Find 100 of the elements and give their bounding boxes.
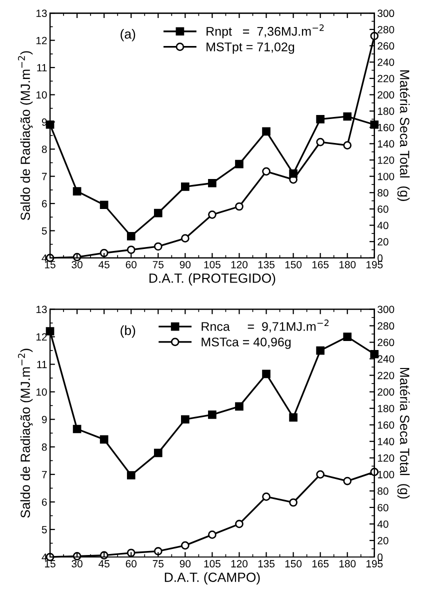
x-axis-title: D.A.T. (CAMPO) — [164, 572, 260, 585]
y2-tick-label: 300 — [378, 10, 394, 18]
y2-axis-title: Matéria Seca Total (g) — [397, 368, 410, 499]
annotation: (a) — [120, 29, 136, 42]
point — [208, 178, 216, 188]
y-axis-title: Saldo de Radiação (MJ.m$^{−2}$) — [18, 348, 33, 518]
y2-tick-label: 100 — [378, 172, 394, 180]
point — [154, 208, 162, 218]
y-tick-label: 12 — [36, 333, 47, 341]
y2-tick-label: 200 — [378, 91, 394, 99]
y2-tick-label: 280 — [378, 322, 394, 330]
point — [46, 327, 54, 336]
y-tick-label: 8 — [42, 146, 47, 153]
y2-tick-label: 40 — [377, 222, 388, 230]
x-tick-label: 75 — [152, 560, 164, 568]
x-tick-label: 105 — [204, 260, 220, 268]
y-tick-label: 5 — [42, 227, 47, 235]
x-tick-label: 90 — [180, 560, 191, 568]
point — [343, 476, 352, 486]
point — [181, 234, 190, 242]
point — [208, 210, 216, 219]
point — [316, 115, 324, 124]
point — [126, 471, 136, 480]
y-tick-label: 5 — [42, 526, 47, 534]
point — [181, 182, 190, 191]
x-tick-label: 150 — [285, 560, 302, 568]
y2-tick-label: 220 — [378, 372, 394, 380]
point — [181, 415, 190, 424]
y2-tick-label: 180 — [378, 404, 394, 412]
x-tick-label: 15 — [45, 560, 56, 568]
point — [262, 492, 270, 501]
x-tick-label: 180 — [339, 560, 356, 568]
y2-tick-label: 80 — [378, 189, 388, 197]
y2-tick-label: 240 — [378, 355, 394, 363]
point — [235, 160, 244, 168]
y2-tick-label: 140 — [378, 438, 394, 446]
y2-tick-label: 220 — [378, 74, 394, 82]
y-tick-label: 10 — [36, 91, 47, 99]
x-tick-label: 120 — [231, 260, 248, 268]
y-tick-label: 9 — [42, 416, 47, 424]
point — [289, 169, 298, 178]
y2-tick-label: 280 — [378, 26, 394, 34]
point — [100, 435, 108, 444]
y-tick-label: 4 — [42, 254, 47, 262]
y-tick-label: 7 — [42, 172, 47, 180]
point — [262, 167, 270, 176]
y-tick-label: 8 — [42, 443, 47, 451]
y-tick-label: 12 — [36, 36, 47, 44]
annotation: (b) — [120, 325, 136, 338]
y-tick-label: 10 — [36, 388, 47, 396]
point — [235, 520, 244, 528]
y2-tick-label: 120 — [378, 156, 394, 164]
x-tick-label: 135 — [258, 560, 275, 568]
y-tick-label: 7 — [42, 471, 47, 478]
x-tick-label: 165 — [312, 560, 329, 568]
point — [316, 138, 324, 146]
y2-tick-label: 60 — [378, 205, 388, 213]
point — [126, 232, 136, 240]
y2-tick-label: 40 — [377, 520, 388, 528]
point — [235, 402, 244, 411]
point — [100, 200, 108, 210]
x-tick-label: 60 — [126, 260, 137, 268]
x-tick-label: 195 — [366, 560, 383, 568]
x-tick-label: 105 — [204, 560, 220, 568]
y-tick-label: 6 — [42, 200, 47, 208]
y2-tick-label: 60 — [378, 504, 388, 512]
y-axis-title: Saldo de Radiação (MJ.m$^{−2}$) — [18, 51, 33, 220]
legend-label: Rnca = 9,71MJ.m$^{−2}$ — [202, 320, 329, 332]
point — [72, 424, 82, 434]
point — [126, 246, 136, 254]
x-tick-label: 180 — [339, 260, 356, 268]
y2-tick-label: 0 — [378, 554, 383, 561]
point — [343, 141, 352, 150]
y-tick-label: 13 — [36, 306, 47, 314]
legend-label: MSTca = 40,96g — [202, 338, 291, 349]
point — [154, 448, 162, 458]
y2-tick-label: 0 — [378, 254, 383, 262]
point — [181, 541, 190, 550]
x-tick-label: 120 — [231, 560, 248, 568]
point — [316, 470, 324, 479]
point — [72, 187, 82, 196]
point — [100, 248, 108, 258]
point — [316, 346, 324, 355]
y2-tick-label: 200 — [378, 388, 394, 396]
point — [343, 112, 352, 121]
x-tick-label: 15 — [45, 261, 56, 268]
point — [126, 548, 136, 558]
y-tick-label: 13 — [36, 10, 47, 18]
legend-label: MSTpt = 71,02g — [206, 42, 294, 54]
y2-axis-title: Matéria Seca Total (g) — [397, 70, 410, 201]
x-tick-label: 165 — [312, 260, 329, 268]
y2-tick-label: 300 — [378, 306, 394, 314]
y-tick-label: 11 — [37, 360, 47, 368]
y2-tick-label: 80 — [378, 487, 388, 495]
x-tick-label: 30 — [72, 260, 82, 268]
x-tick-label: 135 — [258, 260, 275, 268]
x-tick-label: 45 — [98, 261, 110, 268]
y-tick-label: 6 — [42, 498, 47, 506]
y2-tick-label: 240 — [378, 58, 394, 66]
x-tick-label: 30 — [72, 560, 82, 568]
